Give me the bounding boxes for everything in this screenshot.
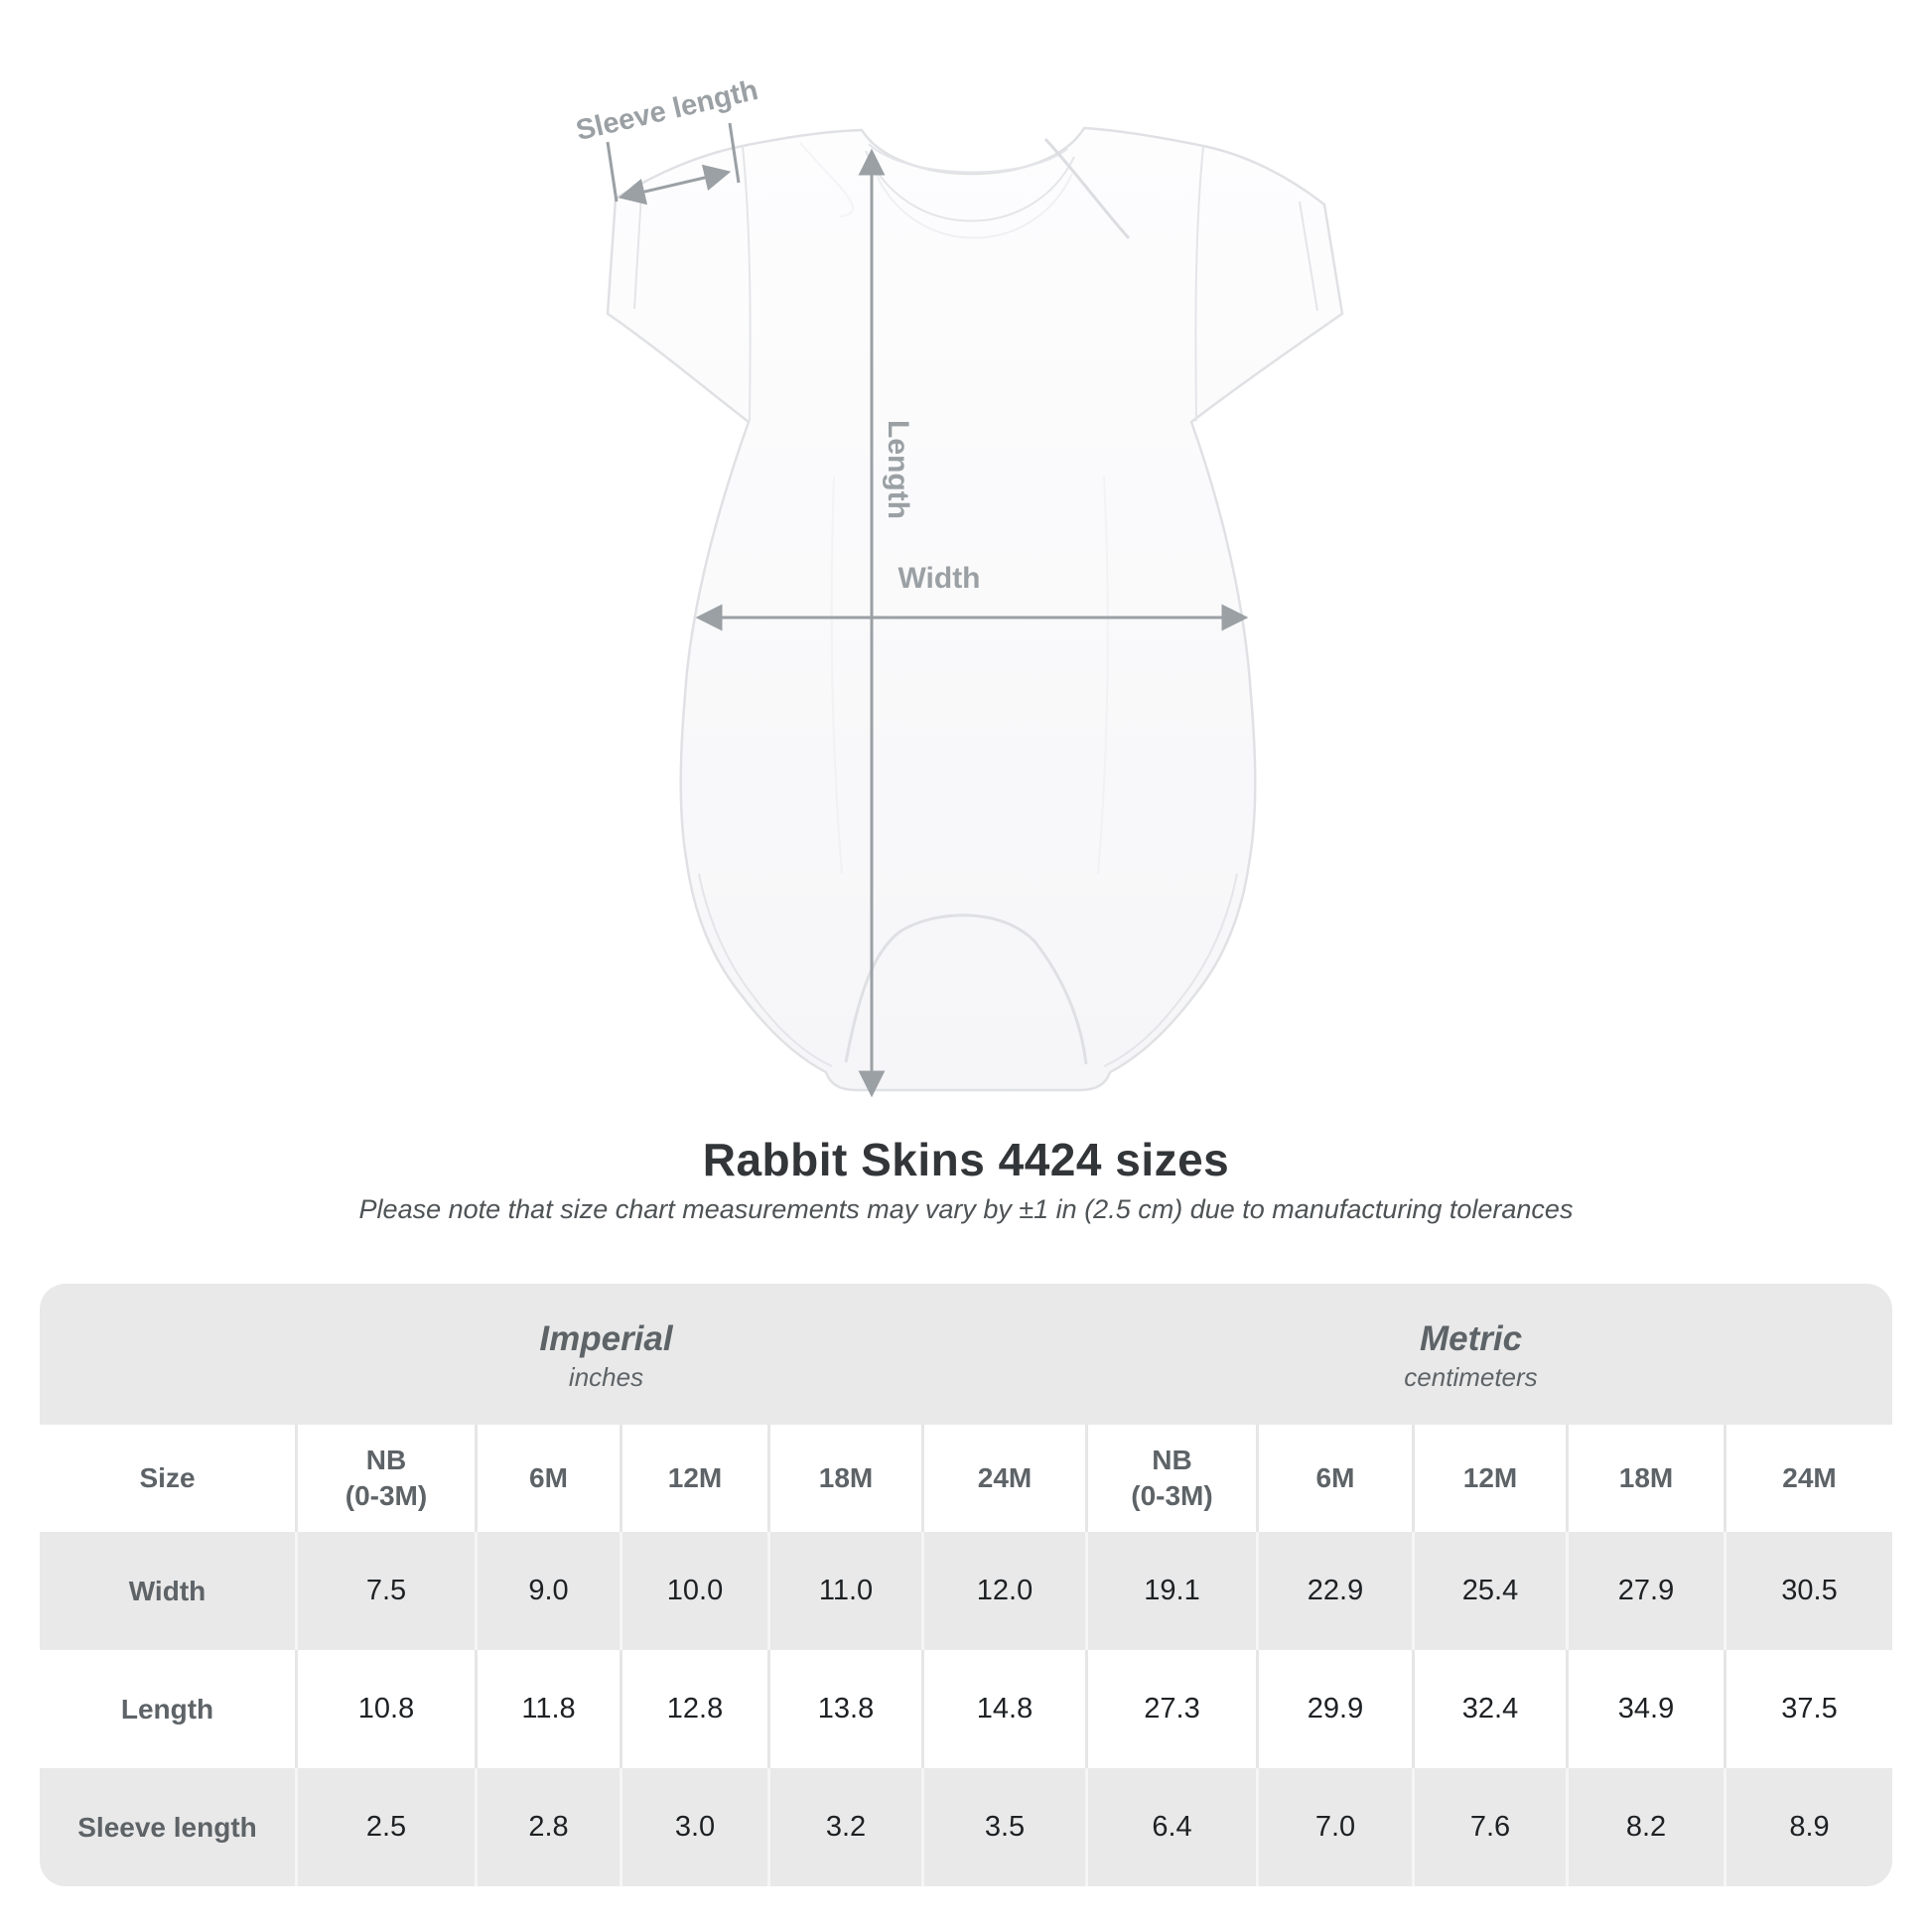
size-value: 12.8 [620, 1650, 767, 1768]
onesie-outline [606, 126, 1344, 1092]
column-header: 12M [1412, 1425, 1566, 1532]
size-value: 7.6 [1412, 1768, 1566, 1886]
size-value: 7.0 [1256, 1768, 1412, 1886]
row-label: Width [40, 1532, 295, 1650]
column-header: 18M [767, 1425, 921, 1532]
unit-sub: inches [568, 1361, 644, 1392]
page-title: Rabbit Skins 4424 sizes [702, 1134, 1230, 1185]
row-label: Sleeve length [40, 1768, 295, 1886]
unit-header-imperial: Imperial inches [40, 1284, 1085, 1425]
onesie-silhouette [606, 126, 1344, 1092]
garment-measurement-diagram: Sleeve length Length Width [573, 74, 1344, 1098]
size-table: Imperial inches Metric centimeters Size … [40, 1284, 1892, 1886]
row-label: Length [40, 1650, 295, 1768]
size-value: 10.0 [620, 1532, 767, 1650]
tolerance-note: Please note that size chart measurements… [358, 1194, 1574, 1224]
onesie-diagram [606, 122, 1344, 1098]
size-value: 11.8 [475, 1650, 620, 1768]
unit-header-metric: Metric centimeters [1085, 1284, 1892, 1425]
size-value: 3.5 [921, 1768, 1085, 1886]
size-value: 3.0 [620, 1768, 767, 1886]
size-value: 27.3 [1085, 1650, 1256, 1768]
size-value: 19.1 [1085, 1532, 1256, 1650]
size-value: 22.9 [1256, 1532, 1412, 1650]
measurement-arrows [606, 122, 1249, 1098]
size-value: 10.8 [295, 1650, 475, 1768]
size-value: 29.9 [1256, 1650, 1412, 1768]
sleeve-length-arrow [606, 122, 741, 206]
column-header: 6M [475, 1425, 620, 1532]
column-header: 6M [1256, 1425, 1412, 1532]
size-value: 14.8 [921, 1650, 1085, 1768]
column-header: 18M [1566, 1425, 1724, 1532]
size-value: 30.5 [1724, 1532, 1892, 1650]
size-value: 11.0 [767, 1532, 921, 1650]
unit-name: Imperial [539, 1319, 673, 1359]
column-header: NB (0-3M) [1085, 1425, 1256, 1532]
size-value: 2.8 [475, 1768, 620, 1886]
size-value: 32.4 [1412, 1650, 1566, 1768]
size-value: 8.2 [1566, 1768, 1724, 1886]
length-label: Length [882, 420, 914, 519]
column-header: 24M [921, 1425, 1085, 1532]
unit-name: Metric [1419, 1319, 1523, 1359]
size-value: 2.5 [295, 1768, 475, 1886]
size-value: 37.5 [1724, 1650, 1892, 1768]
size-value: 25.4 [1412, 1532, 1566, 1650]
size-column-header: Size [40, 1425, 295, 1532]
size-value: 34.9 [1566, 1650, 1724, 1768]
unit-sub: centimeters [1404, 1361, 1538, 1392]
size-value: 13.8 [767, 1650, 921, 1768]
size-value: 27.9 [1566, 1532, 1724, 1650]
size-value: 9.0 [475, 1532, 620, 1650]
column-header: 12M [620, 1425, 767, 1532]
size-value: 6.4 [1085, 1768, 1256, 1886]
size-value: 12.0 [921, 1532, 1085, 1650]
width-label: Width [897, 562, 981, 595]
size-value: 3.2 [767, 1768, 921, 1886]
size-value: 8.9 [1724, 1768, 1892, 1886]
size-value: 7.5 [295, 1532, 475, 1650]
column-header: NB (0-3M) [295, 1425, 475, 1532]
column-header: 24M [1724, 1425, 1892, 1532]
